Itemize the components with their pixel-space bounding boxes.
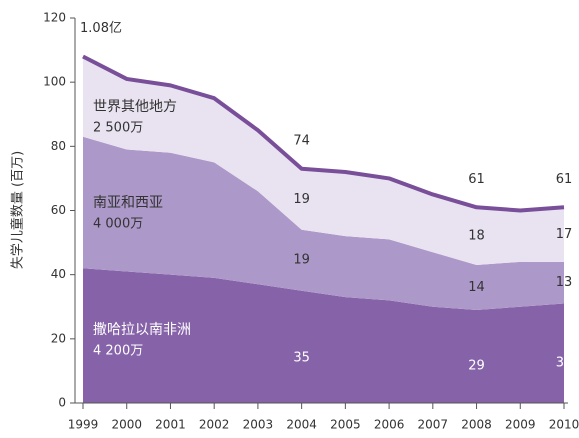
x-tick-label: 2004 bbox=[286, 418, 317, 432]
top-line bbox=[82, 54, 565, 213]
series-amount: 4 200万 bbox=[93, 344, 143, 359]
value-label: 17 bbox=[556, 227, 573, 242]
value-label: 31 bbox=[556, 356, 573, 371]
series-name: 世界其他地方 bbox=[93, 99, 177, 115]
series-amount: 2 500万 bbox=[93, 121, 143, 136]
x-tick-label: 2006 bbox=[374, 418, 405, 432]
series-amount: 4 000万 bbox=[93, 217, 143, 232]
series-name: 南亚和西亚 bbox=[93, 195, 163, 211]
x-tick-label: 2001 bbox=[155, 418, 186, 432]
x-tick-label: 2008 bbox=[461, 418, 492, 432]
annotation: 1.08亿 bbox=[80, 21, 122, 36]
annotation: 61 bbox=[556, 172, 573, 187]
value-label: 19 bbox=[293, 253, 310, 268]
annotation: 61 bbox=[468, 172, 485, 187]
x-tick-label: 2003 bbox=[243, 418, 274, 432]
value-label: 18 bbox=[468, 229, 485, 244]
value-label: 13 bbox=[556, 275, 573, 290]
x-tick-label: 2007 bbox=[418, 418, 449, 432]
area bbox=[83, 136, 564, 310]
value-label: 14 bbox=[468, 280, 485, 295]
x-tick-label: 2002 bbox=[199, 418, 230, 432]
y-tick-label: 80 bbox=[51, 139, 66, 153]
x-tick-label: 2005 bbox=[330, 418, 361, 432]
series-name: 撒哈拉以南非洲 bbox=[93, 322, 191, 338]
y-tick-label: 20 bbox=[51, 331, 66, 345]
y-axis-label: 失学儿童数量 (百万) bbox=[10, 151, 26, 269]
x-tick-label: 2000 bbox=[111, 418, 142, 432]
value-label: 29 bbox=[468, 358, 485, 373]
area bbox=[83, 56, 564, 266]
y-tick-label: 120 bbox=[43, 11, 66, 25]
x-tick-label: 1999 bbox=[68, 418, 99, 432]
value-label: 19 bbox=[293, 192, 310, 207]
area bbox=[83, 268, 564, 403]
value-label: 35 bbox=[293, 351, 310, 366]
x-tick-label: 2010 bbox=[549, 418, 579, 432]
y-tick-label: 40 bbox=[51, 267, 66, 281]
y-tick-label: 100 bbox=[43, 75, 66, 89]
y-tick-label: 60 bbox=[51, 203, 66, 217]
y-tick-label: 0 bbox=[58, 396, 66, 410]
x-tick-label: 2009 bbox=[505, 418, 536, 432]
annotation: 74 bbox=[293, 133, 310, 148]
